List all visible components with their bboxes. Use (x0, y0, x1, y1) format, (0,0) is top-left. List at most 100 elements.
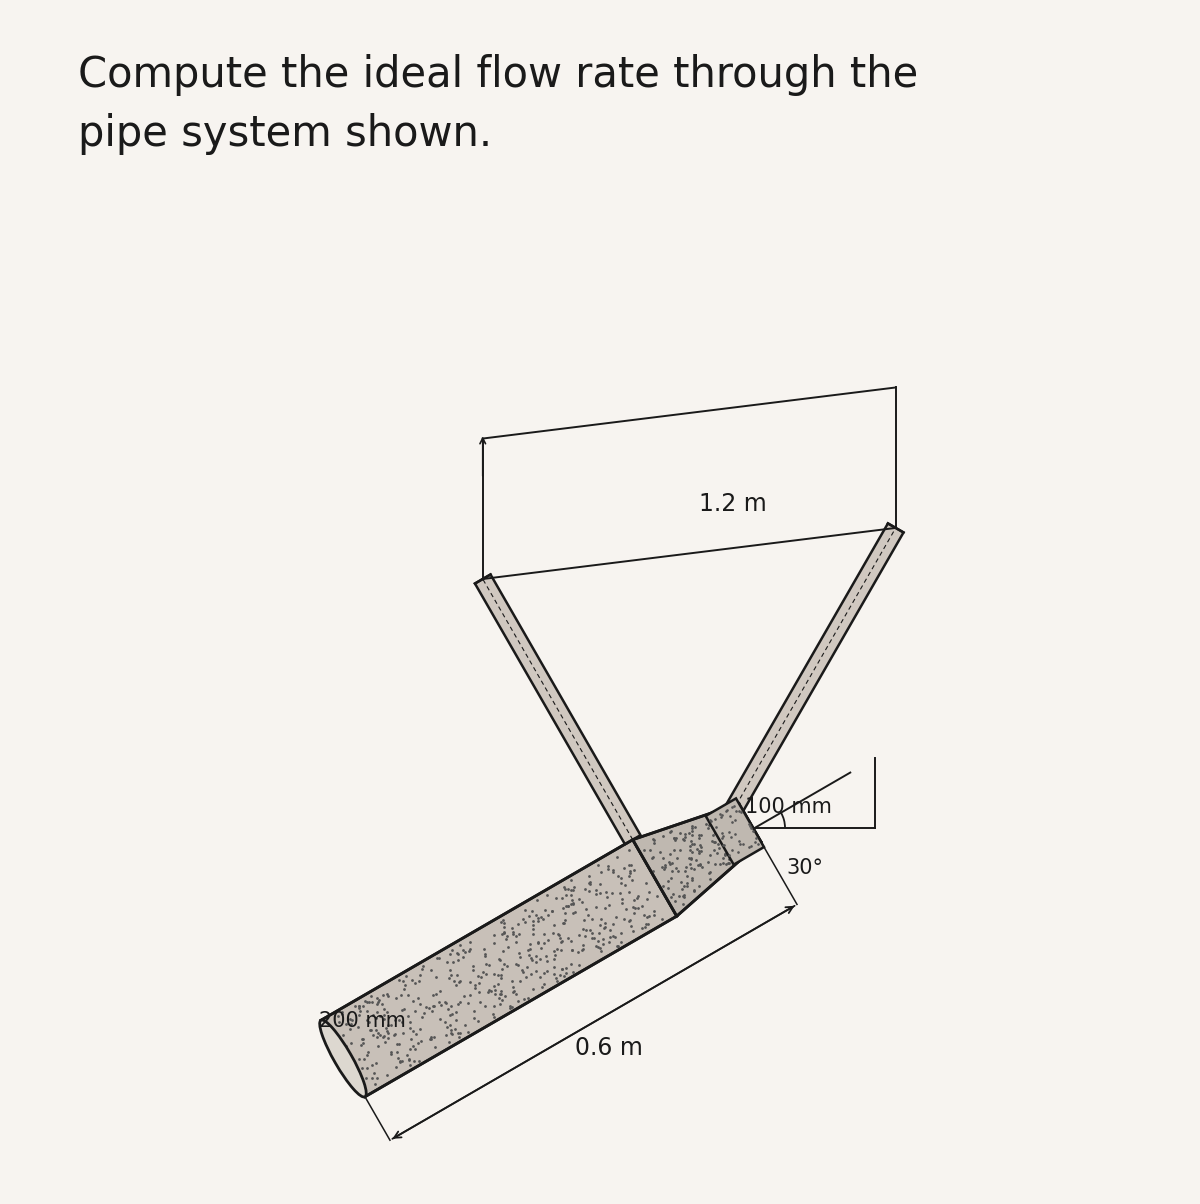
Point (371, 1026, 390, 1045)
Point (552, 940, 571, 960)
Point (401, 1056, 420, 1075)
Point (451, 993, 470, 1013)
Point (539, 931, 558, 950)
Point (576, 899, 595, 919)
Point (366, 1008, 385, 1027)
Point (522, 902, 541, 921)
Point (362, 993, 382, 1013)
Point (484, 997, 503, 1016)
Point (620, 863, 640, 883)
Point (366, 1021, 385, 1040)
Point (425, 1028, 444, 1047)
Point (616, 875, 635, 895)
Point (563, 890, 582, 909)
Point (528, 908, 547, 927)
Text: 30°: 30° (786, 857, 823, 878)
Point (497, 926, 516, 945)
Point (504, 982, 523, 1002)
Ellipse shape (319, 1020, 366, 1097)
Point (614, 910, 634, 929)
Point (547, 972, 566, 991)
Point (588, 937, 607, 956)
Point (521, 934, 540, 954)
Point (440, 944, 460, 963)
Point (475, 946, 494, 966)
Point (545, 949, 564, 968)
Point (548, 925, 568, 944)
Point (409, 1051, 428, 1070)
Point (510, 944, 529, 963)
Point (378, 1066, 397, 1085)
Point (587, 897, 606, 916)
Point (563, 940, 582, 960)
Point (552, 960, 571, 979)
Point (359, 992, 378, 1011)
Point (439, 999, 458, 1019)
Point (569, 955, 588, 974)
Point (490, 950, 509, 969)
Point (572, 892, 592, 911)
Point (496, 986, 515, 1005)
Point (518, 988, 538, 1008)
Point (574, 939, 593, 958)
Point (456, 1016, 475, 1035)
Point (422, 1002, 442, 1021)
Point (624, 921, 643, 940)
Point (421, 1029, 440, 1049)
Point (368, 988, 388, 1008)
Point (497, 929, 516, 949)
Point (632, 917, 652, 937)
Point (401, 1029, 420, 1049)
Point (403, 970, 422, 990)
Point (359, 1043, 378, 1062)
Point (454, 940, 473, 960)
Point (449, 1023, 468, 1043)
Point (542, 901, 562, 920)
Point (424, 985, 443, 1004)
Point (493, 942, 512, 961)
Point (527, 905, 546, 925)
Point (576, 921, 595, 940)
Point (599, 856, 618, 875)
Point (491, 981, 510, 1001)
Point (580, 867, 599, 886)
Point (619, 855, 638, 874)
Point (341, 1019, 360, 1038)
Point (421, 1029, 440, 1049)
Point (494, 922, 514, 942)
Point (547, 939, 566, 958)
Point (596, 883, 616, 902)
Point (612, 890, 631, 909)
Point (620, 862, 640, 881)
Point (523, 915, 542, 934)
Point (470, 992, 490, 1011)
Point (443, 1004, 462, 1023)
Point (538, 885, 557, 904)
Point (460, 942, 479, 961)
Polygon shape (706, 798, 764, 864)
Point (491, 985, 510, 1004)
Point (469, 982, 488, 1002)
Point (492, 990, 511, 1009)
Point (492, 968, 511, 987)
Point (593, 929, 612, 949)
Point (443, 952, 462, 972)
Point (332, 1004, 352, 1023)
Point (392, 985, 412, 1004)
Point (602, 884, 622, 903)
Point (521, 949, 540, 968)
Point (392, 1013, 412, 1032)
Polygon shape (320, 839, 677, 1097)
Point (412, 960, 431, 979)
Point (563, 962, 582, 981)
Point (622, 916, 641, 936)
Point (424, 996, 443, 1015)
Point (455, 942, 474, 961)
Point (341, 1009, 360, 1028)
Point (451, 1023, 470, 1043)
Point (401, 1017, 420, 1037)
Point (368, 1037, 388, 1056)
Point (518, 940, 538, 960)
Point (516, 968, 535, 987)
Point (491, 951, 510, 970)
